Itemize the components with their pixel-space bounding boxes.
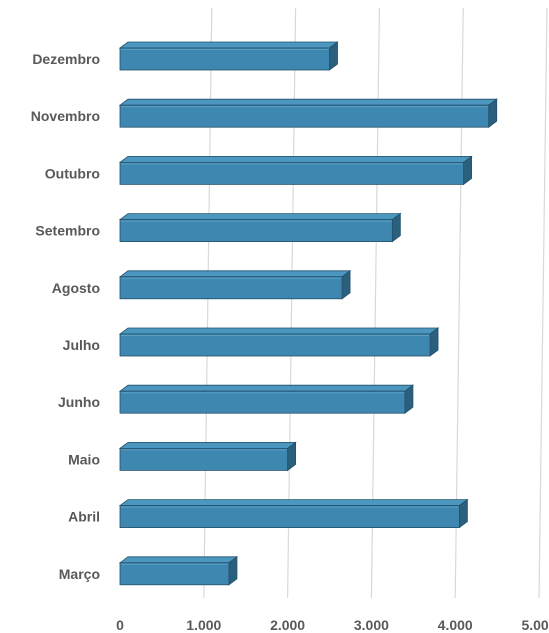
bar-front-face bbox=[119, 161, 464, 185]
y-category-label-julho: Julho bbox=[63, 337, 100, 353]
bar-top-face bbox=[118, 327, 440, 335]
bar-outubro bbox=[118, 155, 473, 186]
bar-front-face bbox=[119, 333, 431, 357]
y-category-label-marco: Março bbox=[59, 566, 100, 582]
bar-top-face bbox=[118, 213, 402, 221]
y-category-label-setembro: Setembro bbox=[35, 223, 100, 239]
x-tick-label-2000: 2.000 bbox=[270, 617, 305, 633]
bar-front-face bbox=[119, 447, 289, 471]
y-category-label-agosto: Agosto bbox=[52, 280, 100, 296]
bar-front-face bbox=[119, 219, 393, 243]
bar-agosto bbox=[118, 269, 352, 300]
bar-front-face bbox=[119, 505, 460, 529]
bar-junho bbox=[118, 384, 415, 415]
y-category-label-dezembro: Dezembro bbox=[32, 51, 100, 67]
bar-top-face bbox=[118, 270, 352, 278]
bar-front-face bbox=[119, 276, 343, 300]
bars bbox=[118, 41, 498, 586]
bar-front-face bbox=[119, 47, 330, 71]
x-tick-label-4000: 4.000 bbox=[438, 617, 473, 633]
bar-maio bbox=[118, 441, 297, 472]
bar-top-face bbox=[118, 441, 297, 449]
bar-top-face bbox=[118, 155, 473, 163]
bar-front-face bbox=[119, 562, 230, 586]
bar-front-face bbox=[119, 104, 490, 128]
y-category-label-novembro: Novembro bbox=[31, 108, 100, 124]
bar-top-face bbox=[118, 499, 469, 507]
bar-julho bbox=[118, 327, 440, 357]
x-tick-label-3000: 3.000 bbox=[354, 617, 389, 633]
bar-setembro bbox=[118, 212, 402, 243]
y-category-label-outubro: Outubro bbox=[45, 165, 100, 181]
y-category-label-maio: Maio bbox=[68, 451, 100, 467]
y-category-label-junho: Junho bbox=[58, 394, 100, 410]
value-axis: 0 1.000 2.000 3.000 4.000 5.000 bbox=[116, 617, 549, 633]
bar-top-face bbox=[118, 384, 415, 392]
bar-front-face bbox=[119, 390, 406, 414]
x-tick-label-0: 0 bbox=[116, 617, 124, 633]
bar-marco bbox=[118, 555, 239, 586]
x-tick-label-5000: 5.000 bbox=[521, 617, 549, 633]
bar-novembro bbox=[118, 98, 498, 128]
bar-dezembro bbox=[118, 41, 339, 71]
x-tick-label-1000: 1.000 bbox=[186, 617, 221, 633]
bar-top-face bbox=[118, 41, 339, 49]
gridline-5000 bbox=[538, 7, 548, 599]
y-category-label-abril: Abril bbox=[68, 509, 100, 525]
bar-abril bbox=[118, 498, 469, 529]
bar-top-face bbox=[118, 556, 239, 564]
category-axis: Dezembro Novembro Outubro Setembro Agosto Jul… bbox=[31, 51, 100, 582]
bar-top-face bbox=[118, 98, 498, 106]
